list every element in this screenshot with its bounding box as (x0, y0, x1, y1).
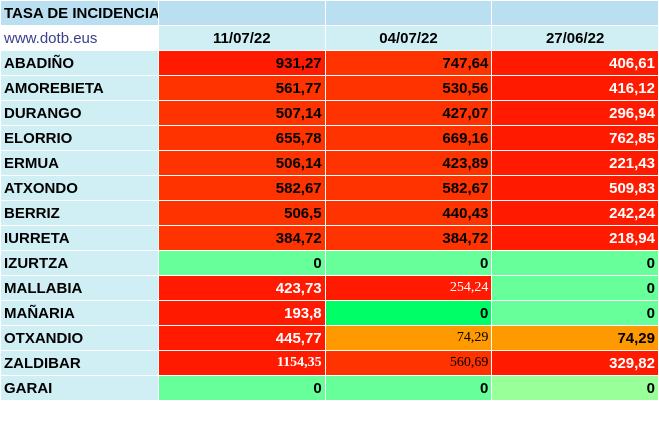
value-cell: 0 (324, 375, 493, 401)
value-cell: 0 (491, 300, 659, 326)
value-cell: 560,69 (324, 350, 493, 376)
date-header-3: 27/06/22 (491, 25, 659, 51)
title-row: TASA DE INCIDENCIA (0, 0, 659, 26)
value-cell: 655,78 (158, 125, 326, 151)
value-cell: 74,29 (491, 325, 659, 351)
municipality-name: DURANGO (0, 100, 159, 126)
value-cell: 221,43 (491, 150, 659, 176)
value-cell: 440,43 (324, 200, 493, 226)
value-cell: 0 (158, 250, 326, 276)
municipality-name: MAÑARIA (0, 300, 159, 326)
value-cell: 530,56 (324, 75, 493, 101)
table-row: MALLABIA 423,73 254,24 0 (0, 275, 659, 301)
value-cell: 242,24 (491, 200, 659, 226)
value-cell: 0 (324, 250, 493, 276)
value-cell: 416,12 (491, 75, 659, 101)
municipality-name: BERRIZ (0, 200, 159, 226)
value-cell: 427,07 (324, 100, 493, 126)
value-cell: 0 (324, 300, 493, 326)
date-header-2: 04/07/22 (324, 25, 493, 51)
municipality-name: ZALDIBAR (0, 350, 159, 376)
municipality-name: ELORRIO (0, 125, 159, 151)
value-cell: 582,67 (158, 175, 326, 201)
municipality-name: GARAI (0, 375, 159, 401)
value-cell: 406,61 (491, 50, 659, 76)
value-cell: 296,94 (491, 100, 659, 126)
value-cell: 423,73 (158, 275, 326, 301)
table-row: BERRIZ 506,5 440,43 242,24 (0, 200, 659, 226)
municipality-name: ERMUA (0, 150, 159, 176)
value-cell: 931,27 (158, 50, 326, 76)
municipality-name: AMOREBIETA (0, 75, 159, 101)
value-cell: 561,77 (158, 75, 326, 101)
incidence-table: TASA DE INCIDENCIA www.dotb.eus 11/07/22… (0, 0, 659, 401)
value-cell: 445,77 (158, 325, 326, 351)
value-cell: 669,16 (324, 125, 493, 151)
table-row: ELORRIO 655,78 669,16 762,85 (0, 125, 659, 151)
table-row: ZALDIBAR 1154,35 560,69 329,82 (0, 350, 659, 376)
municipality-name: IZURTZA (0, 250, 159, 276)
table-row: ATXONDO 582,67 582,67 509,83 (0, 175, 659, 201)
value-cell: 0 (491, 275, 659, 301)
value-cell: 384,72 (324, 225, 493, 251)
value-cell: 762,85 (491, 125, 659, 151)
municipality-name: IURRETA (0, 225, 159, 251)
value-cell: 0 (158, 375, 326, 401)
table-row: GARAI 0 0 0 (0, 375, 659, 401)
table-row: IZURTZA 0 0 0 (0, 250, 659, 276)
table-title: TASA DE INCIDENCIA (0, 0, 159, 26)
site-link[interactable]: www.dotb.eus (0, 25, 159, 51)
value-cell: 747,64 (324, 50, 493, 76)
table-row: MAÑARIA 193,8 0 0 (0, 300, 659, 326)
value-cell: 507,14 (158, 100, 326, 126)
municipality-name: MALLABIA (0, 275, 159, 301)
value-cell: 506,14 (158, 150, 326, 176)
value-cell: 509,83 (491, 175, 659, 201)
table-row: ABADIÑO 931,27 747,64 406,61 (0, 50, 659, 76)
value-cell: 384,72 (158, 225, 326, 251)
table-row: ERMUA 506,14 423,89 221,43 (0, 150, 659, 176)
table-row: AMOREBIETA 561,77 530,56 416,12 (0, 75, 659, 101)
value-cell: 582,67 (324, 175, 493, 201)
value-cell: 1154,35 (158, 350, 326, 376)
value-cell: 506,5 (158, 200, 326, 226)
municipality-name: ATXONDO (0, 175, 159, 201)
table-row: OTXANDIO 445,77 74,29 74,29 (0, 325, 659, 351)
value-cell: 0 (491, 250, 659, 276)
value-cell: 218,94 (491, 225, 659, 251)
value-cell: 423,89 (324, 150, 493, 176)
header-row: www.dotb.eus 11/07/22 04/07/22 27/06/22 (0, 25, 659, 51)
municipality-name: ABADIÑO (0, 50, 159, 76)
value-cell: 0 (491, 375, 659, 401)
municipality-name: OTXANDIO (0, 325, 159, 351)
table-row: DURANGO 507,14 427,07 296,94 (0, 100, 659, 126)
value-cell: 329,82 (491, 350, 659, 376)
value-cell: 254,24 (324, 275, 493, 301)
date-header-1: 11/07/22 (158, 25, 326, 51)
value-cell: 193,8 (158, 300, 326, 326)
table-row: IURRETA 384,72 384,72 218,94 (0, 225, 659, 251)
value-cell: 74,29 (324, 325, 493, 351)
